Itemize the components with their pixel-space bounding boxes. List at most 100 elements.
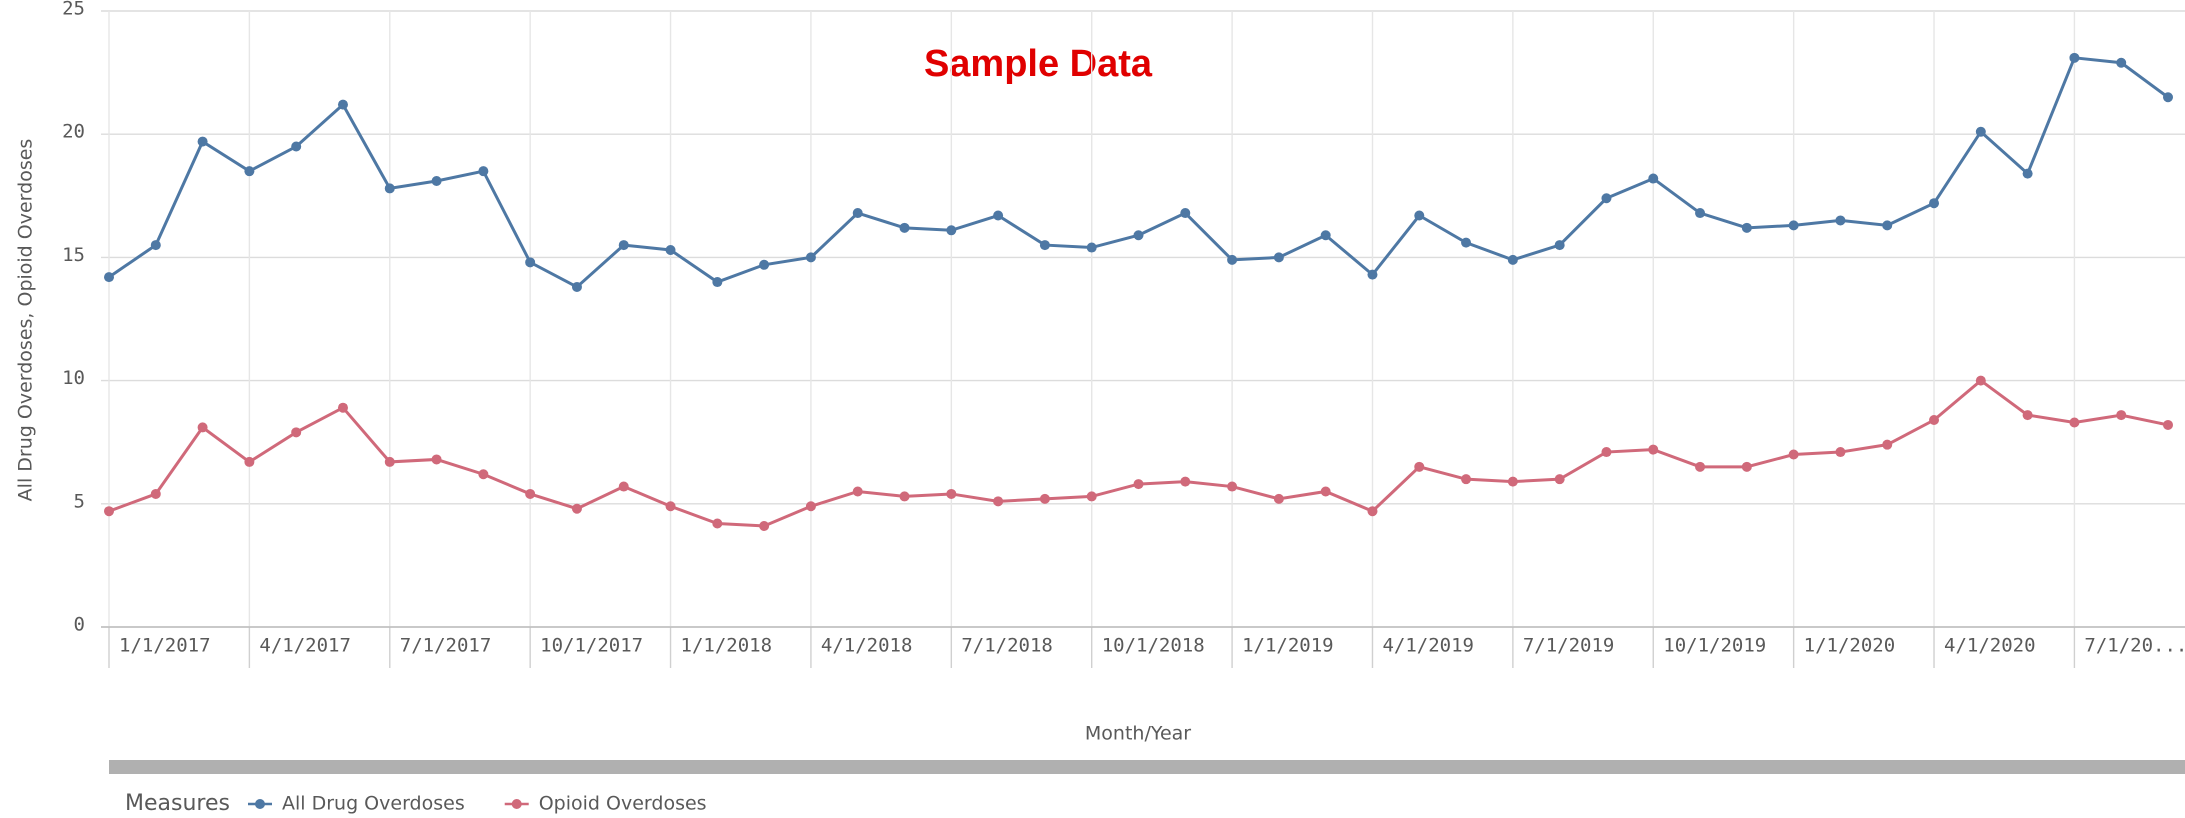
point (244, 166, 255, 177)
point (1507, 476, 1518, 487)
y-tick-label: 0 (74, 614, 85, 636)
point (1414, 210, 1425, 221)
point (759, 520, 770, 531)
point (2163, 419, 2173, 430)
point (946, 225, 957, 236)
point (1273, 493, 1284, 504)
point (1601, 447, 1612, 458)
x-tick-label: 7/1/2017 (400, 635, 492, 657)
point (1835, 215, 1846, 226)
point (431, 176, 442, 187)
point (1414, 461, 1425, 472)
point (1882, 220, 1893, 231)
point (1741, 222, 1752, 233)
point (1929, 415, 1940, 426)
point (1695, 208, 1706, 219)
x-tick-label: 4/1/2019 (1382, 635, 1474, 657)
point (337, 99, 348, 110)
point (478, 469, 489, 480)
point (525, 488, 536, 499)
legend-marker (255, 799, 265, 809)
chart-title: Sample Data (924, 43, 1153, 85)
point (197, 422, 208, 433)
point (384, 183, 395, 194)
x-tick-label: 10/1/2019 (1663, 635, 1766, 657)
point (1601, 193, 1612, 204)
point (1039, 240, 1050, 251)
x-tick-label: 4/1/2020 (1944, 635, 2036, 657)
x-tick-label: 7/1/2018 (961, 635, 1053, 657)
point (1227, 254, 1238, 265)
point (571, 503, 582, 514)
point (665, 501, 676, 512)
point (1554, 474, 1565, 485)
y-tick-label: 5 (74, 490, 85, 512)
point (150, 240, 161, 251)
point (1086, 242, 1097, 253)
point (2116, 57, 2127, 68)
point (1133, 479, 1144, 490)
point (805, 252, 816, 263)
x-tick-label: 7/1/2019 (1523, 635, 1615, 657)
x-tick-label: 7/1/20... (2084, 635, 2185, 657)
scrollbar[interactable] (109, 760, 2185, 774)
point (1648, 173, 1659, 184)
point (571, 281, 582, 292)
point (1507, 254, 1518, 265)
point (1320, 486, 1331, 497)
point (291, 427, 302, 438)
x-tick-label: 4/1/2017 (259, 635, 351, 657)
point (1133, 230, 1144, 241)
point (852, 208, 863, 219)
point (1882, 439, 1893, 450)
point (1367, 506, 1378, 517)
point (1788, 449, 1799, 460)
point (805, 501, 816, 512)
point (384, 456, 395, 467)
point (899, 222, 910, 233)
x-tick-label: 1/1/2019 (1242, 635, 1334, 657)
x-tick-label: 10/1/2017 (540, 635, 643, 657)
point (1180, 476, 1191, 487)
point (291, 141, 302, 152)
point (618, 240, 629, 251)
point (852, 486, 863, 497)
x-tick-label: 10/1/2018 (1102, 635, 1205, 657)
x-tick-label: 1/1/2017 (119, 635, 211, 657)
x-axis-title: Month/Year (1085, 723, 1191, 745)
point (525, 257, 536, 268)
line (108, 56, 2169, 289)
point (1695, 461, 1706, 472)
point (759, 259, 770, 270)
point (1180, 208, 1191, 219)
point (1461, 474, 1472, 485)
point (1975, 126, 1986, 137)
point (1367, 269, 1378, 280)
point (150, 488, 161, 499)
point (2022, 168, 2033, 179)
x-tick-label: 1/1/2020 (1804, 635, 1896, 657)
y-tick-label: 10 (62, 367, 85, 389)
point (104, 272, 114, 283)
point (665, 245, 676, 256)
point (2022, 410, 2033, 421)
point (478, 166, 489, 177)
point (993, 210, 1004, 221)
point (1975, 375, 1986, 386)
legend-marker (511, 799, 522, 809)
point (993, 496, 1004, 507)
point (1929, 198, 1940, 209)
point (618, 481, 629, 492)
point (1086, 491, 1097, 502)
point (244, 456, 255, 467)
point (337, 402, 348, 413)
point (712, 518, 723, 529)
point (1320, 230, 1331, 241)
point (1461, 237, 1472, 248)
point (946, 488, 957, 499)
legend-title: Measures (125, 791, 230, 816)
point (104, 506, 114, 517)
y-axis-title: All Drug Overdoses, Opioid Overdoses (15, 139, 37, 502)
point (1554, 240, 1565, 251)
